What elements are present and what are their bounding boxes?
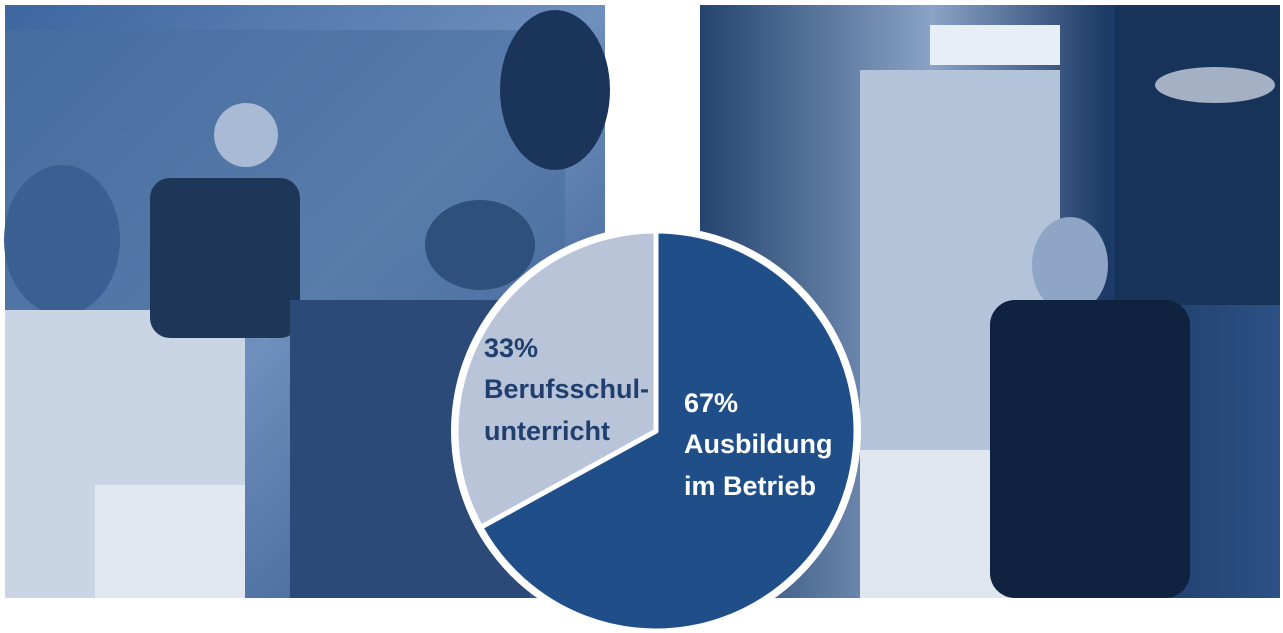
photo-classroom: [4, 5, 610, 598]
category-label: Berufsschul-: [484, 374, 649, 404]
pie-slice: [453, 228, 659, 530]
value-label: 33%: [484, 333, 538, 363]
category-label: im Betrieb: [684, 471, 816, 501]
category-label: unterricht: [484, 416, 610, 446]
pie-slice: [478, 228, 859, 633]
category-label: Ausbildung: [684, 429, 832, 459]
value-label: 67%: [684, 388, 738, 418]
